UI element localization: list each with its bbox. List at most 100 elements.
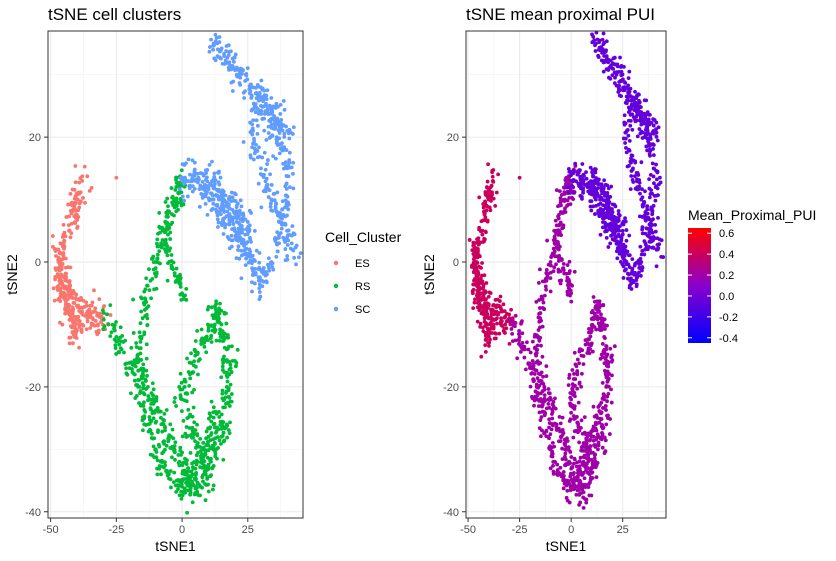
point-rs [549,427,554,432]
point-rs [188,477,192,482]
point-rs [563,454,567,459]
point-sc [266,265,271,270]
point-rs [203,498,208,503]
point-rs [205,476,210,481]
point-rs [519,346,524,351]
point-rs [560,446,565,451]
point-rs [603,449,608,454]
point-sc [588,204,593,209]
point-sc [648,137,653,141]
point-sc [264,97,269,102]
point-sc [616,240,621,245]
point-sc [622,88,627,93]
point-sc [217,49,222,54]
point-sc [237,208,242,213]
point-rs [157,464,162,468]
point-sc [277,241,281,246]
point-sc [597,40,602,45]
point-sc [649,120,654,125]
point-es [476,236,481,241]
point-rs [230,344,234,349]
point-rs [539,434,543,439]
point-rs [216,309,221,314]
point-rs [545,238,550,243]
point-sc [256,275,261,280]
point-rs [155,256,160,261]
point-sc [624,150,629,155]
point-rs [560,433,565,437]
chart-title: tSNE mean proximal PUI [466,5,655,24]
point-rs [224,391,228,395]
point-rs [591,434,596,439]
point-sc [633,160,638,165]
point-sc [284,200,289,205]
point-rs [544,277,549,282]
point-sc [596,177,601,182]
point-rs [559,257,564,261]
point-sc [639,273,643,278]
point-sc [640,112,645,117]
point-sc [644,117,649,122]
points [50,32,303,515]
point-sc [215,203,220,207]
point-rs [160,238,165,242]
point-rs [184,480,188,485]
point-es [497,331,502,336]
point-rs [187,383,192,388]
point-es [489,183,494,188]
point-es [53,274,58,279]
point-sc [596,186,600,191]
point-rs [138,321,143,326]
point-es [483,215,488,220]
point-rs [147,415,152,419]
point-rs [599,400,604,405]
point-es [491,303,495,308]
point-rs [150,411,155,415]
point-sc [231,59,236,64]
point-rs [553,406,558,411]
point-sc [607,206,612,210]
point-sc [642,252,647,257]
point-sc [596,202,601,207]
point-rs [220,396,225,401]
point-rs [579,418,584,423]
point-rs [211,415,216,420]
point-sc [190,184,195,188]
point-sc [286,228,291,233]
point-sc [573,161,578,166]
point-sc [260,173,265,178]
point-sc [604,54,609,59]
point-sc [224,214,229,219]
point-rs [540,402,545,407]
point-es [66,302,71,307]
point-rs [176,207,180,212]
colorbar [688,228,711,343]
point-rs [141,369,145,374]
point-rs [142,330,147,335]
point-rs [134,345,139,349]
point-es [481,284,486,289]
point-sc [625,276,630,281]
point-sc [294,262,298,267]
point-rs [186,466,190,471]
point-rs [224,321,229,326]
point-es [92,288,96,293]
point-rs [559,192,564,197]
point-rs [172,400,177,404]
point-sc [265,158,270,162]
point-sc [264,183,269,188]
point-sc [612,70,617,75]
point-rs [112,326,116,331]
point-sc [283,247,288,251]
point-es [58,320,62,325]
point-rs [173,483,178,488]
point-es [472,300,477,305]
point-sc [216,180,221,185]
point-rs [196,482,201,486]
point-sc [630,153,635,158]
point-sc [654,184,658,189]
point-rs [583,342,588,347]
point-es [108,313,113,317]
point-rs [205,322,210,327]
point-rs [575,357,580,362]
